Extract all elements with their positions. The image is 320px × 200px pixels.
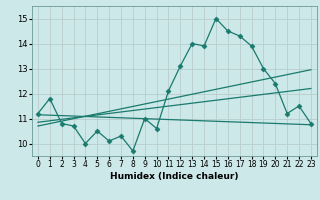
X-axis label: Humidex (Indice chaleur): Humidex (Indice chaleur) bbox=[110, 172, 239, 181]
